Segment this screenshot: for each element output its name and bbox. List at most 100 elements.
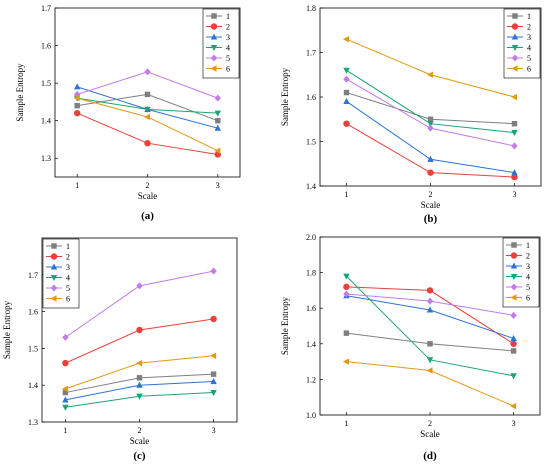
series-line bbox=[346, 101, 515, 174]
data-point bbox=[510, 340, 517, 347]
data-point bbox=[136, 393, 143, 400]
data-point bbox=[510, 93, 518, 101]
data-point bbox=[74, 90, 81, 98]
data-point bbox=[510, 334, 517, 342]
series-line bbox=[65, 318, 214, 364]
data-point bbox=[343, 283, 350, 291]
series-line bbox=[77, 112, 218, 155]
x-axis-title: Scale bbox=[130, 436, 150, 446]
series-line bbox=[346, 38, 515, 98]
legend-label: 4 bbox=[526, 273, 530, 282]
legend-marker bbox=[510, 283, 518, 291]
x-tick-label: 3 bbox=[512, 190, 516, 199]
y-tick-label: 1.7 bbox=[41, 4, 51, 13]
data-point bbox=[210, 390, 217, 397]
legend-label: 2 bbox=[226, 23, 230, 32]
data-point bbox=[136, 375, 143, 381]
y-tick-label: 1.4 bbox=[28, 381, 38, 390]
data-point bbox=[144, 91, 151, 98]
legend: 1 23 45 6 bbox=[42, 238, 80, 309]
y-tick-label: 1.7 bbox=[306, 49, 316, 58]
legend-box bbox=[202, 8, 240, 79]
series-6 bbox=[73, 94, 221, 154]
legend-label: 5 bbox=[66, 284, 70, 293]
y-tick-label: 1.3 bbox=[28, 418, 38, 427]
series-3 bbox=[62, 378, 217, 403]
legend-marker bbox=[50, 263, 58, 270]
data-point bbox=[343, 273, 350, 280]
series-6 bbox=[342, 358, 517, 410]
y-tick-label: 1.4 bbox=[306, 182, 316, 191]
data-point bbox=[214, 94, 221, 102]
data-point bbox=[510, 402, 517, 410]
data-point bbox=[511, 142, 518, 150]
data-point bbox=[427, 116, 434, 122]
data-point bbox=[426, 367, 433, 374]
data-point bbox=[510, 373, 517, 380]
series-6 bbox=[343, 35, 518, 101]
data-point bbox=[144, 106, 151, 113]
x-tick-label: 2 bbox=[428, 419, 432, 428]
legend-label: 2 bbox=[526, 252, 530, 261]
legend-label: 6 bbox=[226, 65, 230, 74]
data-point bbox=[74, 83, 81, 90]
data-point bbox=[210, 315, 217, 323]
x-tick-label: 2 bbox=[429, 190, 433, 199]
legend-marker bbox=[510, 273, 518, 281]
data-point bbox=[426, 287, 434, 294]
x-axis-title: Scale bbox=[138, 191, 158, 201]
legend-label: 6 bbox=[527, 65, 531, 74]
legend-marker bbox=[511, 33, 519, 40]
y-tick-label: 2.0 bbox=[306, 233, 316, 242]
data-point bbox=[74, 109, 81, 117]
y-axis-title: Sample Entropy bbox=[2, 300, 12, 359]
series-5 bbox=[62, 267, 217, 341]
y-tick-label: 1.6 bbox=[306, 304, 316, 313]
data-point bbox=[62, 359, 69, 367]
legend-box bbox=[42, 238, 80, 309]
data-point bbox=[144, 68, 151, 76]
x-tick-label: 1 bbox=[344, 419, 348, 428]
series-4 bbox=[62, 390, 217, 411]
series-2 bbox=[62, 315, 217, 367]
legend-marker bbox=[210, 23, 218, 30]
legend-marker bbox=[210, 33, 218, 40]
legend-marker bbox=[510, 262, 518, 269]
series-4 bbox=[343, 273, 517, 380]
data-point bbox=[135, 359, 143, 367]
y-tick-label: 1.4 bbox=[306, 340, 316, 349]
data-point bbox=[511, 130, 518, 137]
y-tick-label: 1.6 bbox=[41, 42, 51, 51]
data-point bbox=[511, 169, 518, 176]
y-tick-label: 1.8 bbox=[306, 269, 316, 278]
x-axis-title: Scale bbox=[420, 429, 440, 439]
legend-label: 3 bbox=[66, 263, 70, 272]
data-point bbox=[427, 169, 434, 176]
y-tick-label: 1.3 bbox=[41, 154, 51, 163]
y-tick-label: 1.5 bbox=[41, 79, 51, 88]
legend-label: 4 bbox=[226, 44, 230, 53]
x-tick-label: 3 bbox=[216, 181, 220, 190]
data-point bbox=[62, 404, 69, 411]
x-tick-label: 2 bbox=[146, 181, 150, 190]
data-point bbox=[214, 147, 221, 154]
y-tick-label: 1.0 bbox=[306, 411, 316, 420]
panel-label: (b) bbox=[424, 213, 438, 225]
legend-label: 2 bbox=[66, 253, 70, 262]
data-point bbox=[511, 120, 518, 127]
panel-label: (d) bbox=[423, 450, 437, 462]
series-1 bbox=[343, 330, 517, 354]
data-point bbox=[210, 267, 217, 275]
x-tick-label: 1 bbox=[75, 181, 79, 190]
legend-box bbox=[502, 237, 540, 308]
data-point bbox=[426, 357, 434, 364]
legend-marker bbox=[511, 242, 517, 248]
legend-marker bbox=[211, 13, 217, 19]
legend-marker bbox=[51, 243, 57, 249]
series-1 bbox=[62, 371, 217, 396]
series-line bbox=[346, 286, 514, 345]
data-point bbox=[427, 121, 434, 128]
